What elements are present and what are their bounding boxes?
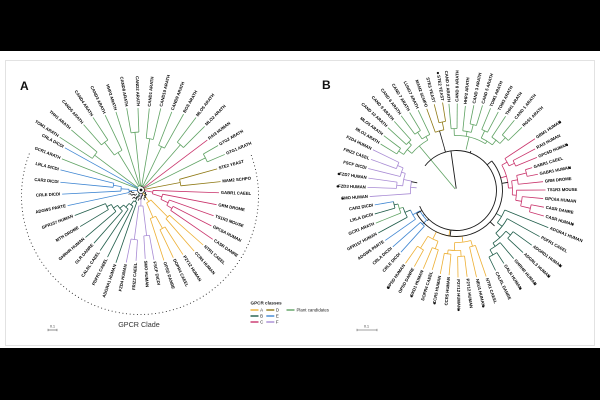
svg-text:STE2 YEAST: STE2 YEAST: [436, 75, 445, 102]
svg-text:CCR5 HUMAN: CCR5 HUMAN: [432, 275, 442, 304]
svg-text:FSCF DICDI: FSCF DICDI: [152, 261, 161, 285]
svg-text:GRM DROME: GRM DROME: [218, 202, 246, 212]
svg-text:GRM DROME: GRM DROME: [545, 176, 572, 184]
svg-text:CAND 3 ARATH: CAND 3 ARATH: [471, 72, 482, 104]
svg-text:CAND 8 ARATH: CAND 8 ARATH: [454, 70, 459, 101]
svg-text:C: C: [260, 320, 263, 325]
svg-text:STE3 YEAST: STE3 YEAST: [425, 77, 436, 104]
svg-text:OPSD DANRE: OPSD DANRE: [162, 261, 176, 290]
svg-text:CAND9 ARATH: CAND9 ARATH: [170, 81, 186, 111]
svg-text:FRIZ2 CAEEL: FRIZ2 CAEEL: [131, 262, 138, 290]
svg-text:MAM2 SCHPO: MAM2 SCHPO: [222, 176, 252, 184]
svg-text:E: E: [276, 314, 279, 319]
svg-text:GCR1 ARATH: GCR1 ARATH: [34, 145, 61, 160]
svg-text:F: F: [276, 320, 279, 325]
svg-text:SMO HUMAN: SMO HUMAN: [143, 260, 150, 287]
svg-text:HHP2 ARATH: HHP2 ARATH: [463, 77, 471, 104]
svg-text:CASR HUMAN: CASR HUMAN: [545, 214, 574, 227]
svg-text:B: B: [260, 314, 263, 319]
svg-text:LRLA DICDI: LRLA DICDI: [35, 161, 59, 172]
svg-text:CRLE DICDI: CRLE DICDI: [36, 191, 61, 197]
svg-text:CAR2 DICDI: CAR2 DICDI: [34, 177, 59, 184]
svg-text:FZD4 HUMAN: FZD4 HUMAN: [118, 264, 128, 292]
svg-text:CCR5 HUMAN: CCR5 HUMAN: [444, 277, 451, 306]
svg-text:SMO HUMAN: SMO HUMAN: [341, 194, 368, 201]
svg-text:CAND10 ARATH: CAND10 ARATH: [158, 74, 171, 107]
svg-text:TS1R3 MOUSE: TS1R3 MOUSE: [547, 187, 577, 192]
svg-text:GABR1 HUMAN: GABR1 HUMAN: [539, 165, 571, 176]
svg-text:THH1 ARATH: THH1 ARATH: [48, 109, 71, 130]
svg-text:BGS ARATH: BGS ARATH: [182, 90, 198, 114]
svg-text:GPCR classes: GPCR classes: [251, 301, 283, 306]
svg-text:GPCR Clade: GPCR Clade: [118, 320, 160, 329]
svg-text:NTR1 CAEEL: NTR1 CAEEL: [485, 277, 499, 304]
svg-text:P2Y12 HUMAN: P2Y12 HUMAN: [456, 279, 462, 309]
svg-text:ADGW5 PARTE: ADGW5 PARTE: [35, 203, 67, 214]
svg-text:CAR2 DICDI: CAR2 DICDI: [349, 202, 374, 211]
svg-text:LRLA DICDI: LRLA DICDI: [349, 212, 373, 223]
svg-text:P2Y12 HUMAN: P2Y12 HUMAN: [465, 278, 474, 308]
svg-text:FSCF DICDI: FSCF DICDI: [343, 159, 367, 170]
svg-text:CAND 2 ARATH: CAND 2 ARATH: [444, 71, 452, 103]
svg-text:FZD7 HUMAN: FZD7 HUMAN: [339, 171, 367, 180]
svg-text:0.1: 0.1: [364, 324, 369, 328]
svg-text:A: A: [260, 308, 263, 313]
svg-text:CAND2 ARATH: CAND2 ARATH: [135, 76, 141, 106]
svg-text:GTG1 ARATH: GTG1 ARATH: [225, 140, 252, 155]
svg-text:FZD3 HUMAN: FZD3 HUMAN: [338, 183, 366, 189]
svg-text:CAND8 ARATH: CAND8 ARATH: [119, 76, 129, 107]
svg-text:B: B: [322, 78, 331, 92]
svg-text:HHP2 ARATH: HHP2 ARATH: [105, 84, 118, 111]
svg-text:GPC6A HUMAN: GPC6A HUMAN: [545, 196, 577, 204]
svg-text:NEU1 HUMAN: NEU1 HUMAN: [475, 278, 486, 307]
svg-text:D: D: [276, 308, 279, 313]
svg-text:STE2 YEAST: STE2 YEAST: [218, 159, 245, 171]
svg-text:Plant candidates: Plant candidates: [297, 308, 330, 313]
svg-text:CAND1 ARATH: CAND1 ARATH: [147, 76, 155, 107]
svg-text:GPR157 HUMAN: GPR157 HUMAN: [41, 213, 74, 230]
svg-text:A: A: [20, 79, 29, 93]
svg-text:GABR1 CAEEL: GABR1 CAEEL: [221, 190, 252, 196]
svg-text:0.1: 0.1: [50, 324, 55, 328]
svg-text:CASR DANRE: CASR DANRE: [545, 205, 574, 215]
svg-text:MTH DROME: MTH DROME: [55, 225, 80, 243]
